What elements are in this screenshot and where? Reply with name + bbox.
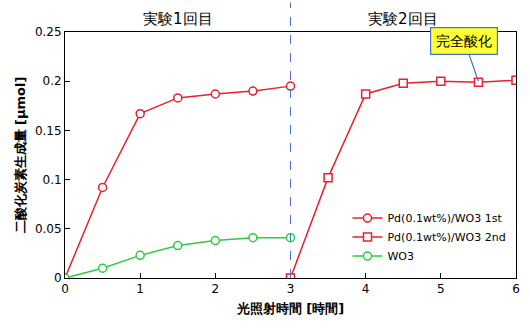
svg-text:二酸化炭素生成量 [μmol]: 二酸化炭素生成量 [μmol] [13, 77, 28, 234]
svg-text:0.1: 0.1 [43, 173, 62, 187]
svg-text:2: 2 [212, 282, 220, 296]
svg-text:完全酸化: 完全酸化 [436, 33, 492, 49]
svg-text:6: 6 [512, 282, 520, 296]
svg-text:実験2回目: 実験2回目 [368, 10, 438, 28]
svg-text:0: 0 [61, 282, 69, 296]
svg-text:0.25: 0.25 [35, 25, 62, 39]
svg-text:Pd(0.1wt%)/WO3 2nd: Pd(0.1wt%)/WO3 2nd [387, 231, 505, 244]
svg-text:0.15: 0.15 [35, 124, 62, 138]
svg-text:光照射時間 [時間]: 光照射時間 [時間] [236, 301, 344, 316]
svg-text:3: 3 [287, 282, 295, 296]
svg-text:Pd(0.1wt%)/WO3 1st: Pd(0.1wt%)/WO3 1st [387, 212, 502, 225]
svg-text:4: 4 [362, 282, 370, 296]
svg-text:1: 1 [136, 282, 144, 296]
svg-text:実験1回目: 実験1回目 [143, 10, 213, 28]
svg-text:0: 0 [54, 271, 62, 285]
svg-text:WO3: WO3 [387, 250, 414, 263]
svg-text:0.05: 0.05 [35, 222, 62, 236]
svg-text:5: 5 [437, 282, 445, 296]
svg-text:0.2: 0.2 [43, 74, 62, 88]
